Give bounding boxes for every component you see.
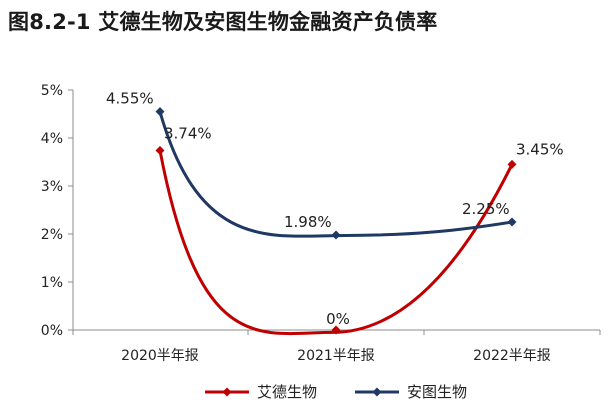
series-line-0 bbox=[158, 148, 514, 336]
series-layer bbox=[155, 107, 517, 336]
data-label: 2.25% bbox=[462, 200, 510, 218]
legend-swatch-marker bbox=[222, 387, 232, 397]
data-label: 3.45% bbox=[516, 140, 564, 158]
x-tick-label: 2021半年报 bbox=[297, 348, 375, 364]
chart-title: 图8.2-1 艾德生物及安图生物金融资产负债率 bbox=[8, 10, 438, 34]
data-labels-layer: 3.74% 0% 3.45% 4.55% 1.98% 2.25% bbox=[106, 90, 564, 328]
data-point-marker bbox=[331, 230, 341, 240]
legend: 艾德生物 安图生物 bbox=[205, 383, 467, 401]
legend-label: 艾德生物 bbox=[257, 383, 317, 401]
legend-swatch-marker bbox=[372, 387, 382, 397]
y-tick-label: 5% bbox=[41, 83, 63, 99]
data-point-marker bbox=[155, 107, 165, 117]
data-label: 1.98% bbox=[284, 213, 332, 231]
y-tick-label: 1% bbox=[41, 275, 63, 291]
y-tick-label: 3% bbox=[41, 179, 63, 195]
data-point-marker bbox=[507, 159, 517, 169]
legend-label: 安图生物 bbox=[407, 383, 467, 401]
y-tick-label: 4% bbox=[41, 131, 63, 147]
x-tick-label: 2022半年报 bbox=[473, 348, 551, 364]
series-line-1 bbox=[158, 110, 514, 238]
data-label: 4.55% bbox=[106, 90, 154, 108]
data-label: 0% bbox=[326, 310, 350, 328]
data-label: 3.74% bbox=[164, 124, 212, 142]
x-tick-label: 2020半年报 bbox=[121, 348, 199, 364]
data-point-marker bbox=[331, 325, 341, 335]
data-point-marker bbox=[155, 145, 165, 155]
y-tick-label: 0% bbox=[41, 323, 63, 339]
y-tick-label: 2% bbox=[41, 227, 63, 243]
data-point-marker bbox=[507, 217, 517, 227]
